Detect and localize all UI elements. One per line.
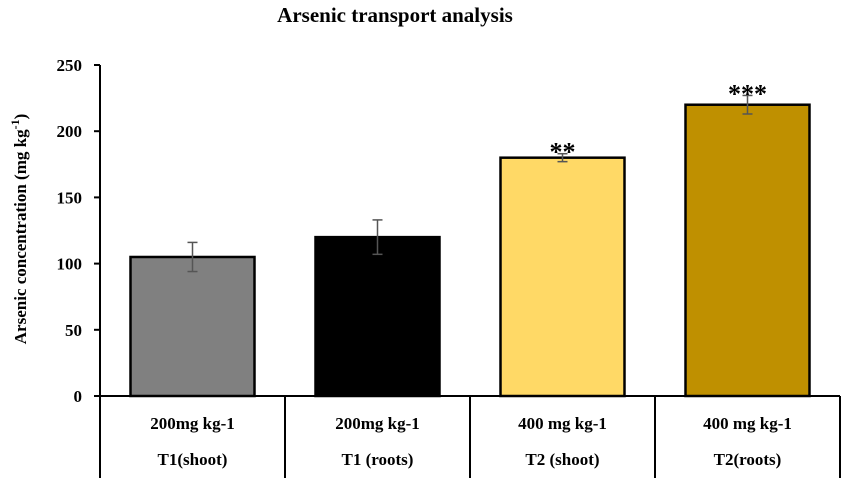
x-dose-label: 200mg kg-1 xyxy=(335,414,420,433)
x-group-label: T1(shoot) xyxy=(158,450,228,469)
x-axis: 200mg kg-1 T1(shoot) 200mg kg-1 T1 (roots) 4… xyxy=(99,395,841,478)
y-tick-label: 200 xyxy=(57,122,83,141)
x-group-label: T1 (roots) xyxy=(342,450,414,469)
y-tick-label: 100 xyxy=(57,255,83,274)
significance-label: ** xyxy=(550,138,576,167)
y-tick-label: 50 xyxy=(65,321,82,340)
x-dose-label: 400 mg kg-1 xyxy=(518,414,607,433)
bar xyxy=(684,103,811,398)
chart-title: Arsenic transport analysis xyxy=(277,3,513,27)
x-group-label: T2 (shoot) xyxy=(525,450,599,469)
x-dose-label: 200mg kg-1 xyxy=(150,414,235,433)
bar xyxy=(314,235,441,398)
y-axis: 0 50 100 150 200 250 xyxy=(57,56,101,406)
bars: ***** xyxy=(129,79,811,398)
y-axis-label: Arsenic concentration (mg kg-1) xyxy=(8,114,30,345)
y-tick-label: 250 xyxy=(57,56,83,75)
x-group-label: T2(roots) xyxy=(714,450,782,469)
significance-label: *** xyxy=(728,79,767,108)
y-tick-label: 150 xyxy=(57,188,83,207)
y-tick-label: 0 xyxy=(74,387,83,406)
bar xyxy=(129,255,256,398)
x-dose-label: 400 mg kg-1 xyxy=(703,414,792,433)
bar xyxy=(499,156,626,398)
